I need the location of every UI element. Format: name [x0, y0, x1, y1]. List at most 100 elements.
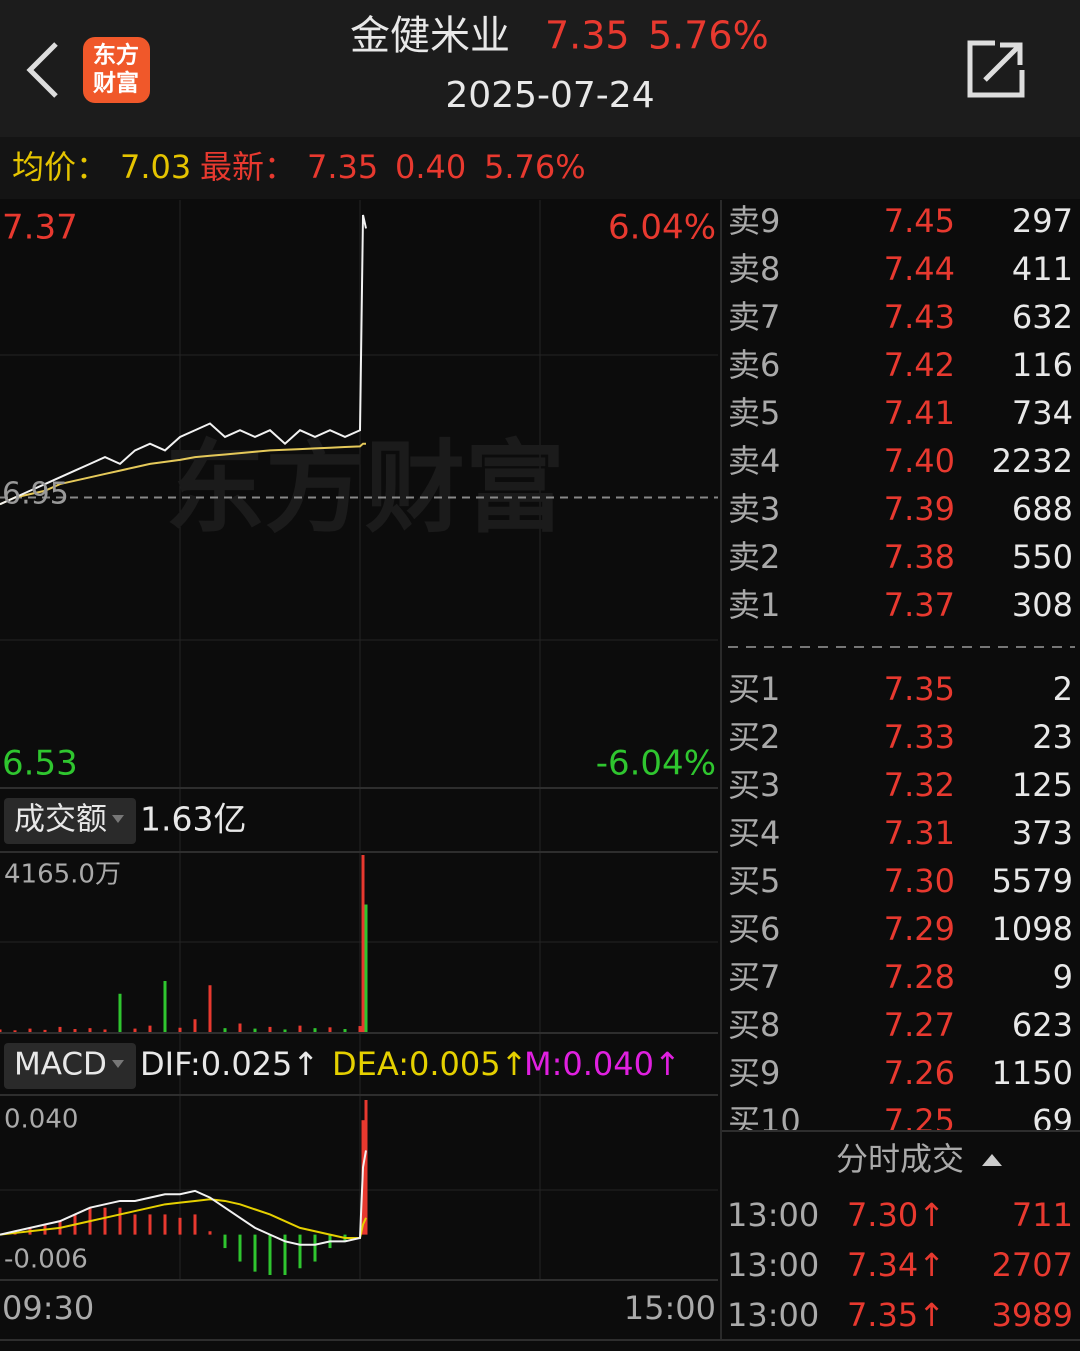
- level: 买4: [728, 814, 780, 852]
- level: 买6: [728, 910, 780, 948]
- change-pct: 5.76%: [484, 148, 586, 186]
- volume-bar: [118, 993, 122, 1032]
- volume-bar: [358, 1026, 362, 1032]
- volume-bar: [343, 1029, 347, 1032]
- trade-time: 13:00: [727, 1196, 819, 1234]
- level-price: 7.26: [884, 1054, 955, 1092]
- level: 买5: [728, 862, 780, 900]
- level-price: 7.32: [884, 766, 955, 804]
- level-volume: 125: [1012, 766, 1073, 804]
- level-volume: 5579: [992, 862, 1073, 900]
- volume-bar: [238, 1023, 242, 1032]
- level-price: 7.41: [884, 394, 955, 432]
- volume-bar: [13, 1030, 17, 1032]
- level-price: 7.43: [884, 298, 955, 336]
- watermark: 东方财富: [165, 429, 565, 546]
- macd-selector: [4, 1043, 136, 1089]
- volume-bar: [163, 981, 167, 1032]
- header-price: 7.35: [545, 14, 630, 58]
- max-price: 7.37: [2, 208, 78, 248]
- level: 卖8: [728, 250, 780, 288]
- level-price: 7.37: [884, 586, 955, 624]
- volume-bar: [178, 1027, 182, 1032]
- level-volume: 297: [1012, 202, 1073, 240]
- level: 买8: [728, 1006, 780, 1044]
- level: 买1: [728, 670, 780, 708]
- level-volume: 734: [1012, 394, 1073, 432]
- volume-label: 成交额: [14, 802, 107, 838]
- level-volume: 116: [1012, 346, 1073, 384]
- level-volume: 1150: [992, 1054, 1073, 1092]
- share-button[interactable]: [967, 40, 1025, 98]
- level-price: 7.29: [884, 910, 955, 948]
- level-volume: 2: [1053, 670, 1073, 708]
- volume-bar: [328, 1027, 332, 1032]
- max-pct: 6.04%: [608, 208, 716, 248]
- divider: [720, 200, 722, 1340]
- macd-top: 0.040: [4, 1105, 78, 1135]
- min-price: 6.53: [2, 744, 78, 784]
- dropdown-arrow: [112, 815, 124, 823]
- volume-bar: [133, 1028, 137, 1032]
- min-pct: -6.04%: [596, 744, 716, 784]
- volume-bar: [364, 904, 368, 1032]
- dif-line: [0, 1150, 367, 1246]
- macd-bar: [313, 1234, 317, 1262]
- trade-price: 7.34↑: [847, 1246, 945, 1284]
- volume-bar: [0, 1029, 2, 1032]
- prev-close: 6.95: [2, 477, 69, 512]
- level: 卖7: [728, 298, 780, 336]
- avg-label: 均价：: [12, 148, 108, 186]
- volume-bar: [268, 1026, 272, 1032]
- volume-bar: [58, 1026, 62, 1032]
- macd-bar: [364, 1100, 368, 1235]
- summary-bar: [0, 137, 1080, 199]
- level-price: 7.33: [884, 718, 955, 756]
- macd-bottom: -0.006: [4, 1245, 88, 1275]
- volume-bar: [253, 1028, 257, 1032]
- level: 买9: [728, 1054, 780, 1092]
- level-volume: 688: [1012, 490, 1073, 528]
- time-start: 09:30: [2, 1289, 94, 1327]
- level-price: 7.35: [884, 670, 955, 708]
- volume-bar: [103, 1029, 107, 1032]
- level: 卖6: [728, 346, 780, 384]
- change: 0.40: [395, 148, 466, 186]
- level-volume: 632: [1012, 298, 1073, 336]
- volume-bar: [43, 1029, 47, 1032]
- logo-text: 东方: [93, 42, 139, 69]
- level-volume: 308: [1012, 586, 1073, 624]
- latest-label: 最新：: [200, 148, 296, 186]
- macd-label: MACD: [14, 1047, 107, 1083]
- m-label: M:0.040↑: [524, 1045, 681, 1083]
- level: 卖9: [728, 202, 780, 240]
- trade-price: 7.35↑: [847, 1296, 945, 1334]
- level-volume: 1098: [992, 910, 1073, 948]
- back-button[interactable]: [26, 42, 58, 98]
- level-volume: 411: [1012, 250, 1073, 288]
- volume-max: 4165.0万: [4, 860, 121, 890]
- volume-total: 1.63亿: [140, 800, 246, 839]
- level-volume: 373: [1012, 814, 1073, 852]
- macd-bar: [283, 1234, 287, 1275]
- time-end: 15:00: [624, 1289, 716, 1327]
- level-price: 7.45: [884, 202, 955, 240]
- macd-bar: [253, 1234, 257, 1272]
- volume-bar: [73, 1029, 77, 1032]
- macd-bar: [268, 1234, 272, 1275]
- volume-bar: [223, 1028, 227, 1032]
- level-volume: 23: [1032, 718, 1073, 756]
- volume-bar: [283, 1029, 287, 1032]
- trade-time: 13:00: [727, 1246, 819, 1284]
- collapse-arrow: [982, 1154, 1002, 1166]
- trade-time: 13:00: [727, 1296, 819, 1334]
- price-line: [0, 214, 367, 506]
- header-change: 5.76%: [648, 14, 769, 58]
- trade-volume: 2707: [992, 1246, 1073, 1284]
- level: 卖1: [728, 586, 780, 624]
- level: 买2: [728, 718, 780, 756]
- macd-bar: [103, 1207, 107, 1235]
- level: 买3: [728, 766, 780, 804]
- macd-bar: [148, 1214, 152, 1235]
